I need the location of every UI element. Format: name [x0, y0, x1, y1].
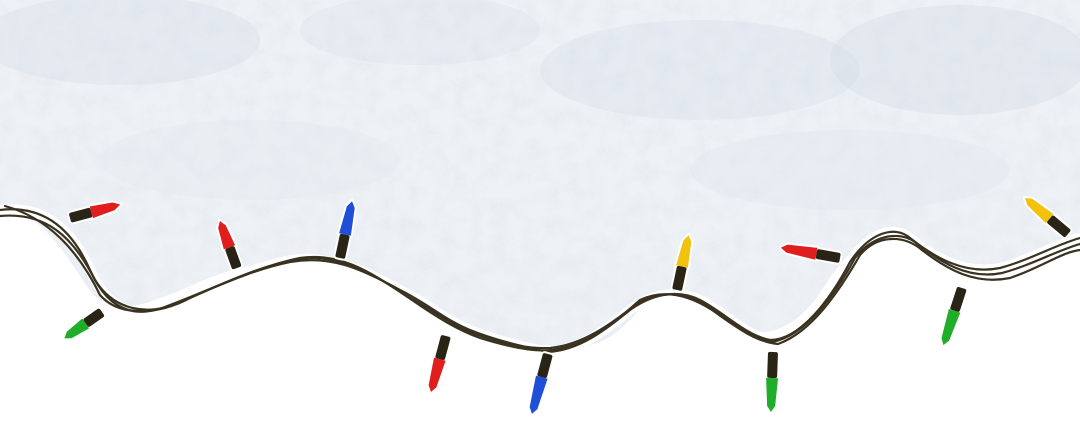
light-string-wire [0, 204, 1080, 354]
bulb-red-4 [778, 242, 843, 265]
bulb-red-2 [216, 219, 244, 272]
bulb-green-3 [939, 284, 969, 348]
bulb-yellow-2 [1023, 196, 1073, 240]
bulb-red-1 [67, 200, 123, 225]
bulb-green-1 [62, 306, 107, 341]
bulb-blue-1 [333, 199, 357, 261]
bulb-blue-2 [527, 351, 555, 416]
bulb-red-3 [426, 333, 453, 395]
bulbs [62, 196, 1073, 416]
bulb-green-2 [764, 349, 781, 414]
bulb-yellow-1 [670, 233, 694, 293]
